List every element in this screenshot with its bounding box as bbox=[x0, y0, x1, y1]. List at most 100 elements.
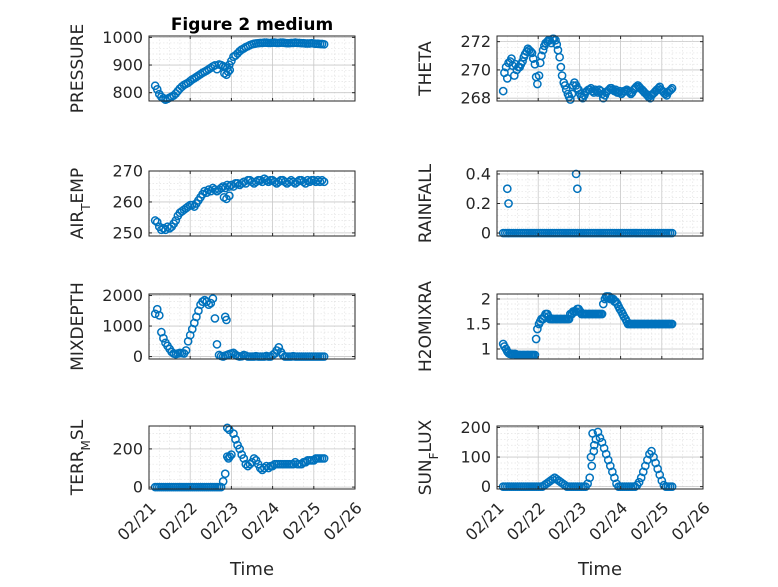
data-point bbox=[251, 177, 261, 187]
data-point bbox=[574, 85, 583, 95]
data-point bbox=[572, 184, 582, 194]
y-tick-label: 270 bbox=[112, 162, 143, 181]
data-point bbox=[264, 463, 273, 473]
y-tick-label: 0.4 bbox=[466, 164, 491, 183]
data-point bbox=[317, 175, 327, 185]
data-point bbox=[235, 444, 244, 454]
y-tick-label: 1.5 bbox=[466, 315, 491, 334]
axes-box bbox=[496, 35, 704, 102]
y-axis-label-subscript: T bbox=[79, 203, 93, 212]
data-point bbox=[264, 177, 273, 187]
data-point bbox=[552, 40, 562, 49]
data-point bbox=[229, 429, 238, 438]
y-axis-label: MIXDEPTH bbox=[68, 282, 88, 371]
y-tick-label: 0 bbox=[133, 478, 143, 497]
data-point bbox=[150, 309, 160, 319]
data-point bbox=[299, 177, 308, 187]
data-point bbox=[551, 35, 560, 45]
data-point bbox=[634, 477, 644, 487]
data-point bbox=[239, 454, 249, 463]
series-markers bbox=[498, 292, 677, 360]
x-axis-label: Time bbox=[577, 559, 622, 580]
data-point bbox=[667, 482, 677, 491]
data-point bbox=[587, 461, 597, 471]
y-axis-label: H2OMIXRA bbox=[416, 281, 436, 372]
data-point bbox=[597, 309, 607, 319]
data-point bbox=[204, 300, 214, 310]
y-axis-label: PRESSURE bbox=[68, 24, 88, 113]
data-point bbox=[231, 435, 240, 444]
axes-air_temp: 250 260 270 AIRTEMP bbox=[68, 162, 356, 242]
data-point bbox=[218, 477, 228, 486]
data-point bbox=[152, 85, 162, 94]
data-point bbox=[274, 177, 284, 187]
data-point bbox=[533, 324, 542, 334]
data-point bbox=[262, 461, 271, 471]
y-axis-label: THETA bbox=[416, 41, 436, 97]
data-point bbox=[297, 459, 306, 469]
data-point bbox=[595, 433, 605, 443]
data-point bbox=[567, 89, 577, 99]
data-point bbox=[152, 217, 162, 227]
data-point bbox=[556, 62, 566, 72]
y-tick-label: 0.2 bbox=[466, 194, 491, 213]
data-point bbox=[292, 177, 302, 187]
data-point bbox=[183, 202, 193, 211]
series-markers bbox=[150, 174, 329, 235]
y-axis-label-subscript: F bbox=[427, 452, 441, 459]
data-point bbox=[227, 56, 236, 66]
data-point bbox=[498, 86, 508, 96]
data-point bbox=[666, 85, 676, 95]
axes-box bbox=[496, 293, 704, 360]
data-point bbox=[220, 68, 229, 78]
series-markers bbox=[498, 169, 677, 238]
data-point bbox=[502, 184, 512, 194]
data-point bbox=[159, 223, 168, 233]
data-point bbox=[319, 352, 329, 361]
y-tick-label: 0 bbox=[133, 347, 143, 366]
data-point bbox=[528, 54, 538, 63]
data-point bbox=[154, 311, 164, 320]
axes-box bbox=[148, 35, 356, 102]
data-point bbox=[565, 95, 575, 104]
series-markers bbox=[150, 423, 329, 492]
data-point bbox=[159, 333, 168, 343]
data-point bbox=[255, 175, 265, 185]
data-point bbox=[218, 182, 228, 191]
data-point bbox=[504, 199, 513, 208]
y-tick-label: 1000 bbox=[102, 317, 143, 336]
y-axis-label-rest: EMP bbox=[68, 168, 88, 204]
series-markers bbox=[498, 427, 677, 491]
data-point bbox=[150, 216, 160, 225]
x-axis-label: Time bbox=[229, 559, 274, 580]
axes-theta: 268 270 272 THETA bbox=[416, 32, 704, 108]
axes-h2omixra: 1 1.5 2 H2OMIXRA bbox=[416, 281, 704, 372]
data-point bbox=[667, 228, 677, 238]
data-point bbox=[319, 454, 329, 463]
data-point bbox=[586, 452, 596, 462]
axes-mixdepth: 0 1000 2000 MIXDEPTH bbox=[68, 282, 356, 371]
y-tick-label: 250 bbox=[112, 223, 143, 242]
y-tick-label: 272 bbox=[460, 32, 491, 51]
data-point bbox=[598, 299, 608, 309]
data-point bbox=[171, 216, 181, 225]
y-tick-label: 200 bbox=[112, 439, 143, 458]
data-point bbox=[555, 52, 564, 62]
data-point bbox=[210, 314, 220, 323]
data-point bbox=[534, 71, 544, 80]
chart-title: Figure 2 medium bbox=[171, 15, 333, 35]
data-point bbox=[225, 452, 235, 461]
data-point bbox=[204, 185, 214, 194]
y-tick-label: 200 bbox=[460, 418, 491, 437]
series-markers bbox=[150, 38, 329, 104]
data-point bbox=[657, 476, 667, 486]
data-point bbox=[537, 51, 546, 61]
axes-box bbox=[148, 170, 356, 237]
data-point bbox=[527, 48, 537, 58]
data-point bbox=[561, 85, 571, 95]
y-tick-label: 270 bbox=[460, 60, 491, 79]
data-point bbox=[589, 440, 599, 450]
data-point bbox=[303, 175, 312, 185]
data-point bbox=[222, 315, 231, 325]
